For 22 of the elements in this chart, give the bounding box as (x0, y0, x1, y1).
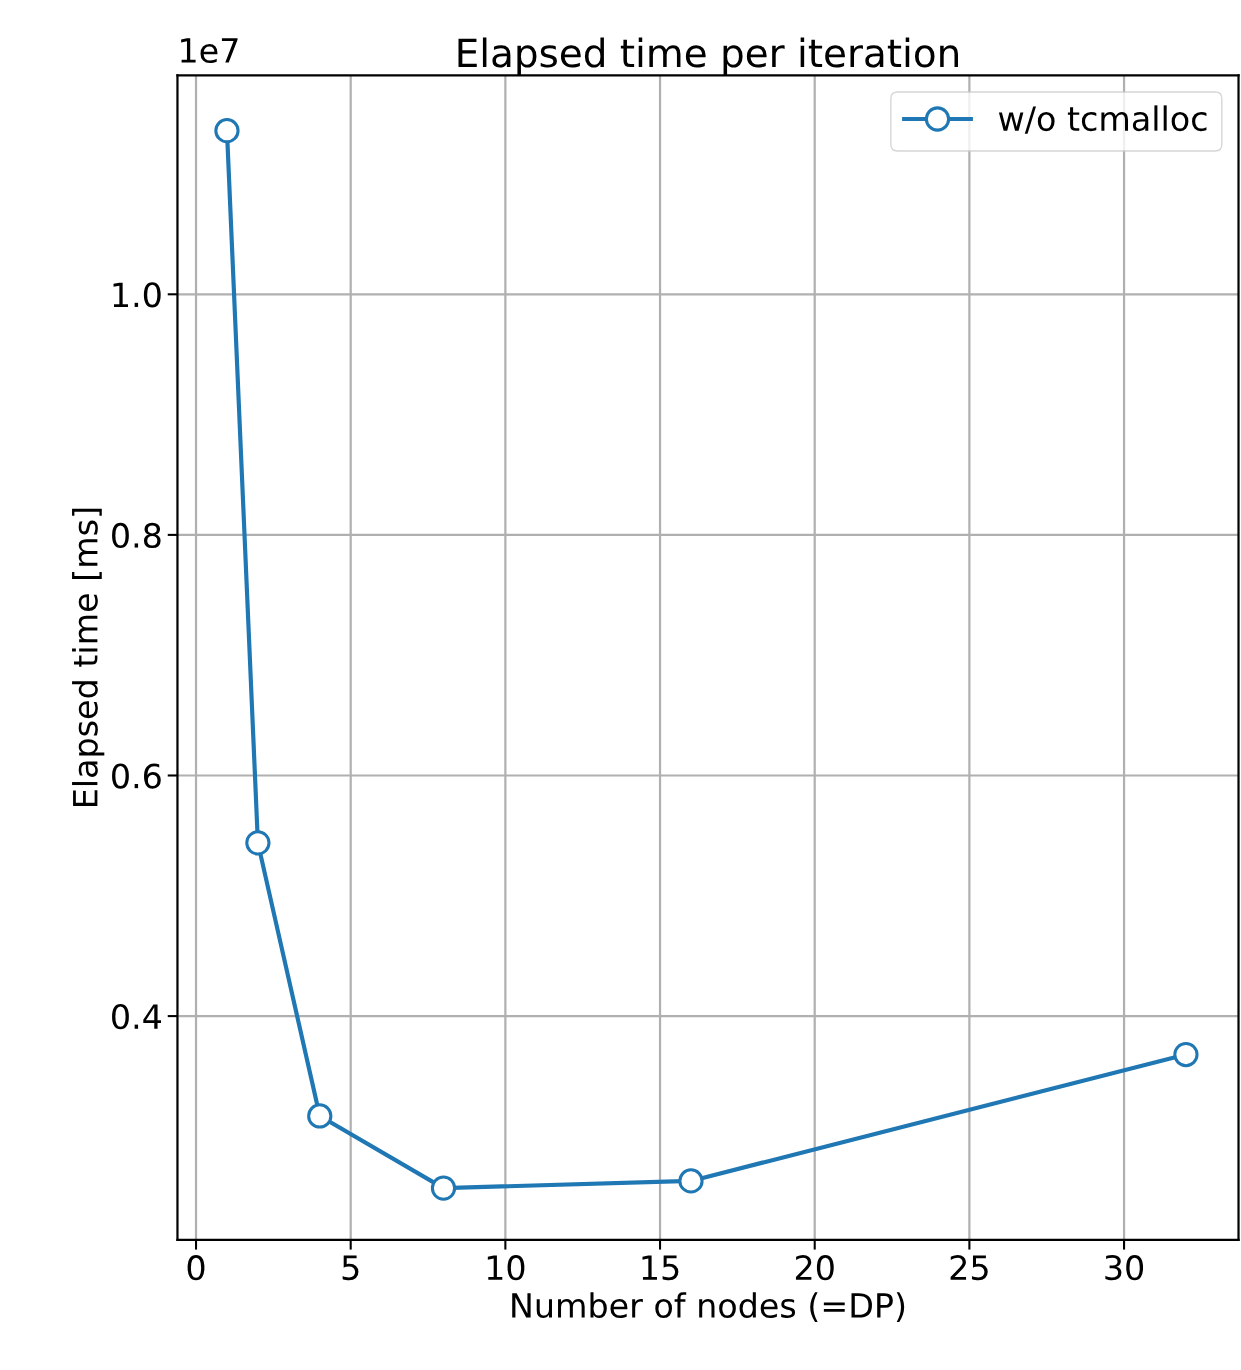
y-tick-label: 0.6 (112, 763, 161, 789)
point (307, 1103, 333, 1129)
point (245, 830, 271, 856)
point (430, 1175, 457, 1201)
y-tick-label: 0.4 (112, 1004, 162, 1030)
chart-title: Elapsed time per iteration (458, 37, 958, 76)
x-tick-label: 5 (342, 1255, 359, 1281)
x-tick-label: 25 (950, 1255, 988, 1281)
legend-label: w/o tcmalloc (998, 105, 1207, 134)
point (214, 118, 240, 144)
x-tick-label: 10 (487, 1255, 525, 1281)
x-tick-label: 20 (795, 1255, 834, 1281)
x-tick-label: 30 (1105, 1255, 1144, 1281)
point (678, 1168, 704, 1194)
y-axis-title: Elapsed time [ms] (72, 508, 105, 806)
x-tick-label: 15 (642, 1255, 679, 1281)
x-axis-title: Number of nodes (=DP) (512, 1292, 905, 1322)
y-tick-label: 0.8 (112, 522, 161, 549)
y-tick-label: 1.0 (113, 282, 161, 308)
point (1173, 1041, 1199, 1068)
text: 1e7 (181, 38, 238, 64)
x-tick-label: 0 (187, 1255, 205, 1281)
